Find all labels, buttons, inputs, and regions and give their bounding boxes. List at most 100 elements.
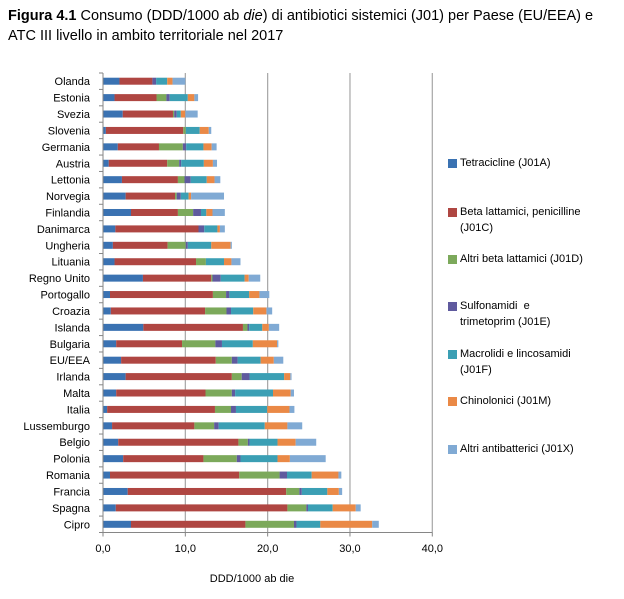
legend-swatch xyxy=(448,159,457,168)
bar-segment xyxy=(320,520,373,528)
category-label: Lussemburgo xyxy=(23,421,90,433)
bar-segment xyxy=(194,94,199,102)
bar-segment xyxy=(103,520,131,528)
bar-segment xyxy=(158,143,183,151)
bar-segment xyxy=(152,77,157,85)
bar-segment xyxy=(231,389,236,397)
bar-segment xyxy=(103,192,126,200)
bar-segment xyxy=(108,159,168,167)
bar-segment xyxy=(212,208,225,216)
bar-segment xyxy=(355,504,361,512)
bar-segment xyxy=(235,389,274,397)
bar-segment xyxy=(112,422,195,430)
bar-segment xyxy=(184,176,191,184)
bar-segment xyxy=(103,455,124,463)
bar-segment xyxy=(208,126,212,134)
bar-segment xyxy=(115,504,288,512)
category-label: Estonia xyxy=(53,93,91,105)
legend-label: Altri beta lattamici (J01D) xyxy=(460,253,583,265)
bar-segment xyxy=(221,340,253,348)
bar-segment xyxy=(103,94,115,102)
bar-segment xyxy=(229,291,250,299)
legend-item: Altri beta lattamici (J01D) xyxy=(448,253,624,267)
bar-segment xyxy=(211,241,231,249)
bar-segment xyxy=(103,126,106,134)
category-label: EU/EEA xyxy=(50,355,91,367)
legend-swatch xyxy=(448,350,457,359)
bar-segment xyxy=(203,143,212,151)
bar-segment xyxy=(103,77,120,85)
bar-segment xyxy=(191,192,225,200)
bar-segment xyxy=(267,405,290,413)
bar-segment xyxy=(245,520,294,528)
bar-segment xyxy=(215,340,222,348)
bar-segment xyxy=(103,307,111,315)
bar-segment xyxy=(290,389,294,397)
bar-segment xyxy=(116,389,206,397)
bar-segment xyxy=(239,471,280,479)
bar-segment xyxy=(103,241,113,249)
bar-segment xyxy=(103,389,117,397)
bar-segment xyxy=(231,405,236,413)
x-tick-label: 0,0 xyxy=(95,543,110,555)
bar-segment xyxy=(306,504,308,512)
axes xyxy=(99,72,433,537)
bar-segment xyxy=(194,422,215,430)
bar-segment xyxy=(277,340,279,348)
legend-item: Tetracicline (J01A) xyxy=(448,157,624,171)
bar-segment xyxy=(167,159,180,167)
bar-segment xyxy=(244,274,249,282)
category-label: Finlandia xyxy=(45,207,91,219)
bar-segment xyxy=(284,373,291,381)
category-label: Romania xyxy=(46,470,91,482)
bar-segment xyxy=(187,94,195,102)
bar-segment xyxy=(107,405,215,413)
bar-segment xyxy=(103,438,119,446)
bar-segment xyxy=(103,405,108,413)
bar-segment xyxy=(327,487,339,495)
x-tick-label: 30,0 xyxy=(339,543,360,555)
bar-segment xyxy=(293,520,297,528)
bar-segment xyxy=(236,455,241,463)
bar-segment xyxy=(122,110,173,118)
x-tick-label: 10,0 xyxy=(175,543,196,555)
category-label: Italia xyxy=(67,404,91,416)
bar-segment xyxy=(252,340,278,348)
legend-label: Chinolonici (J01M) xyxy=(460,395,552,407)
bar-segment xyxy=(231,307,254,315)
bar-segment xyxy=(231,373,242,381)
bar-segment xyxy=(114,258,197,266)
bar-segment xyxy=(103,323,144,331)
bars xyxy=(103,77,379,528)
legend-swatch xyxy=(448,397,457,406)
bar-segment xyxy=(103,504,116,512)
bar-segment xyxy=(125,373,232,381)
bar-segment xyxy=(185,241,188,249)
bar-segment xyxy=(174,110,177,118)
legend-item: Beta lattamici, penicilline (J01C) xyxy=(448,206,624,236)
bar-segment xyxy=(259,291,270,299)
bar-segment xyxy=(103,340,117,348)
bar-segment xyxy=(203,159,213,167)
bar-segment xyxy=(117,143,159,151)
bar-segment xyxy=(182,143,187,151)
bar-segment xyxy=(296,520,321,528)
legend-item: Chinolonici (J01M) xyxy=(448,395,624,409)
bar-segment xyxy=(180,110,186,118)
bar-segment xyxy=(190,176,207,184)
bar-segment xyxy=(338,471,342,479)
bar-segment xyxy=(311,471,339,479)
bar-segment xyxy=(266,307,273,315)
category-label: Malta xyxy=(63,388,91,400)
bar-segment xyxy=(205,307,227,315)
bar-segment xyxy=(231,356,238,364)
bar-segment xyxy=(185,110,198,118)
bar-segment xyxy=(181,159,204,167)
category-label: Cipro xyxy=(64,519,90,531)
title-italic: die xyxy=(243,8,263,24)
legend-swatch xyxy=(448,208,457,217)
figure-number: Figura 4.1 xyxy=(8,8,77,24)
bar-segment xyxy=(187,241,212,249)
bar-segment xyxy=(241,373,250,381)
